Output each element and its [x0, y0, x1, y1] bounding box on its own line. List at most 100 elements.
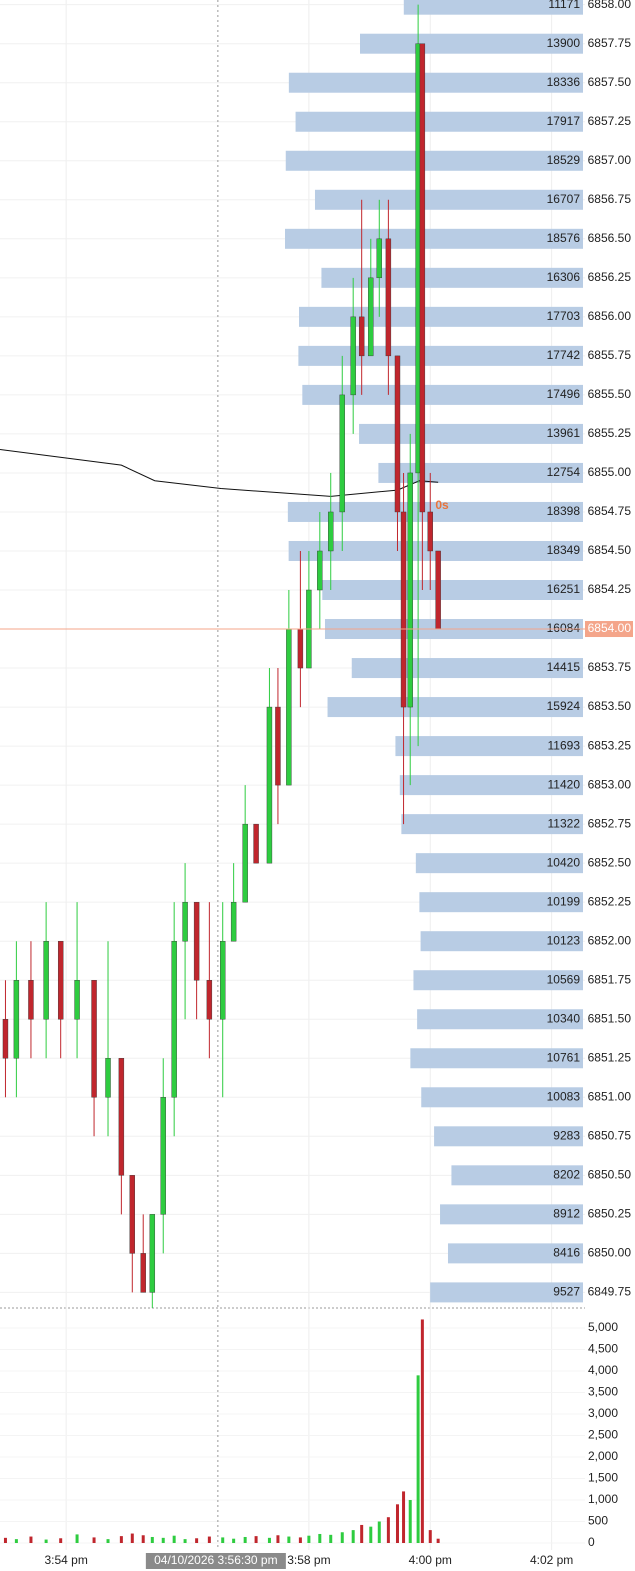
y-tick-label: 6853.50: [588, 699, 632, 713]
profile-bar: [302, 384, 583, 405]
volume-bar: [254, 1536, 258, 1543]
y-tick-label: 6856.50: [588, 231, 632, 245]
candle-body: [419, 43, 426, 513]
profile-bar: [434, 1126, 583, 1147]
profile-bar: [327, 697, 583, 718]
x-tick-label: 3:54 pm: [44, 1553, 87, 1567]
x-tick-label: 4:02 pm: [530, 1553, 573, 1567]
volume-tick-label: 3,000: [588, 1406, 618, 1420]
profile-label: 10761: [547, 1050, 581, 1064]
y-tick-label: 6851.25: [588, 1050, 632, 1064]
y-tick-label: 6850.50: [588, 1167, 632, 1181]
profile-label: 14415: [547, 660, 581, 674]
y-tick-label: 6851.00: [588, 1089, 632, 1103]
volume-bar: [59, 1538, 63, 1543]
candle-body: [266, 706, 273, 864]
candle-body: [13, 980, 20, 1059]
candle-body: [43, 940, 49, 1020]
volume-tick-label: 2,000: [588, 1449, 618, 1463]
volume-bar: [395, 1504, 399, 1543]
volume-bar: [386, 1517, 390, 1543]
last-price-label: 6854.00: [588, 621, 632, 635]
profile-bar: [295, 111, 583, 132]
volume-bar: [318, 1533, 322, 1543]
candle-body: [118, 1058, 125, 1176]
volume-bar: [408, 1500, 412, 1543]
volume-bar: [232, 1538, 236, 1543]
candle-body: [74, 980, 80, 1020]
profile-label: 12754: [547, 465, 581, 479]
volume-bar: [106, 1539, 110, 1543]
y-tick-label: 6850.25: [588, 1207, 632, 1221]
profile-bar: [298, 345, 583, 366]
y-tick-label: 6853.75: [588, 660, 632, 674]
candle-body: [230, 901, 237, 942]
profile-label: 13961: [547, 426, 581, 440]
y-tick-label: 6850.00: [588, 1246, 632, 1260]
profile-label: 17917: [547, 114, 581, 128]
candle-body: [435, 550, 441, 630]
volume-bar: [119, 1536, 123, 1543]
volume-bar: [161, 1537, 165, 1543]
candle-body: [317, 550, 323, 591]
volume-bar: [130, 1533, 134, 1543]
profile-label: 10199: [547, 894, 581, 908]
profile-label: 13900: [547, 36, 581, 50]
volume-bar: [360, 1524, 364, 1543]
candle-body: [140, 1253, 146, 1293]
volume-bar: [377, 1521, 381, 1543]
volume-bar: [75, 1534, 79, 1543]
y-tick-label: 6851.75: [588, 972, 632, 986]
y-tick-label: 6857.00: [588, 153, 632, 167]
volume-bar: [287, 1536, 291, 1543]
candle-body: [149, 1214, 156, 1293]
profile-label: 18349: [547, 543, 581, 557]
volume-bar: [369, 1526, 373, 1543]
volume-bar: [420, 1319, 424, 1543]
profile-label: 11693: [548, 738, 581, 752]
volume-bar: [44, 1539, 48, 1543]
profile-label: 16306: [547, 270, 581, 284]
candle-body: [427, 511, 433, 552]
candle-body: [275, 706, 281, 786]
crosshair-label: 04/10/2026 3:56:30 pm: [154, 1553, 277, 1567]
volume-bar: [150, 1536, 154, 1543]
y-tick-label: 6851.50: [588, 1011, 632, 1025]
profile-label: 15924: [547, 699, 581, 713]
y-tick-label: 6858.00: [588, 0, 632, 11]
volume-tick-label: 3,500: [588, 1385, 618, 1399]
profile-label: 18576: [547, 231, 581, 245]
y-tick-label: 6856.75: [588, 192, 632, 206]
profile-label: 16707: [547, 192, 581, 206]
volume-tick-label: 500: [588, 1514, 608, 1528]
candle-body: [253, 823, 259, 864]
profile-label: 18398: [547, 504, 581, 518]
profile-bar: [421, 1087, 583, 1108]
candle-body: [358, 316, 365, 357]
candle-body: [220, 940, 226, 1020]
profile-bar: [419, 892, 583, 913]
candle-body: [193, 901, 200, 981]
candle-body: [407, 472, 413, 708]
x-tick-label: 3:58 pm: [287, 1553, 330, 1567]
y-tick-label: 6854.75: [588, 504, 632, 518]
candle-body: [339, 394, 345, 513]
volume-tick-label: 4,000: [588, 1363, 618, 1377]
candle-body: [129, 1175, 135, 1254]
last-price-tag: [585, 621, 633, 638]
volume-bar: [340, 1532, 344, 1543]
profile-bar: [403, 0, 583, 15]
profile-label: 18336: [547, 75, 581, 89]
volume-tick-label: 2,500: [588, 1428, 618, 1442]
profile-label: 17703: [547, 309, 581, 323]
candle-body: [171, 940, 177, 1098]
profile-bar: [430, 1282, 583, 1303]
volume-bar: [267, 1537, 271, 1543]
candle-body: [182, 901, 188, 942]
profile-bar: [417, 1009, 583, 1030]
volume-bar: [307, 1535, 311, 1543]
volume-bar: [402, 1491, 406, 1543]
candle-body: [91, 980, 97, 1098]
x-tick-label: 4:00 pm: [409, 1553, 452, 1567]
